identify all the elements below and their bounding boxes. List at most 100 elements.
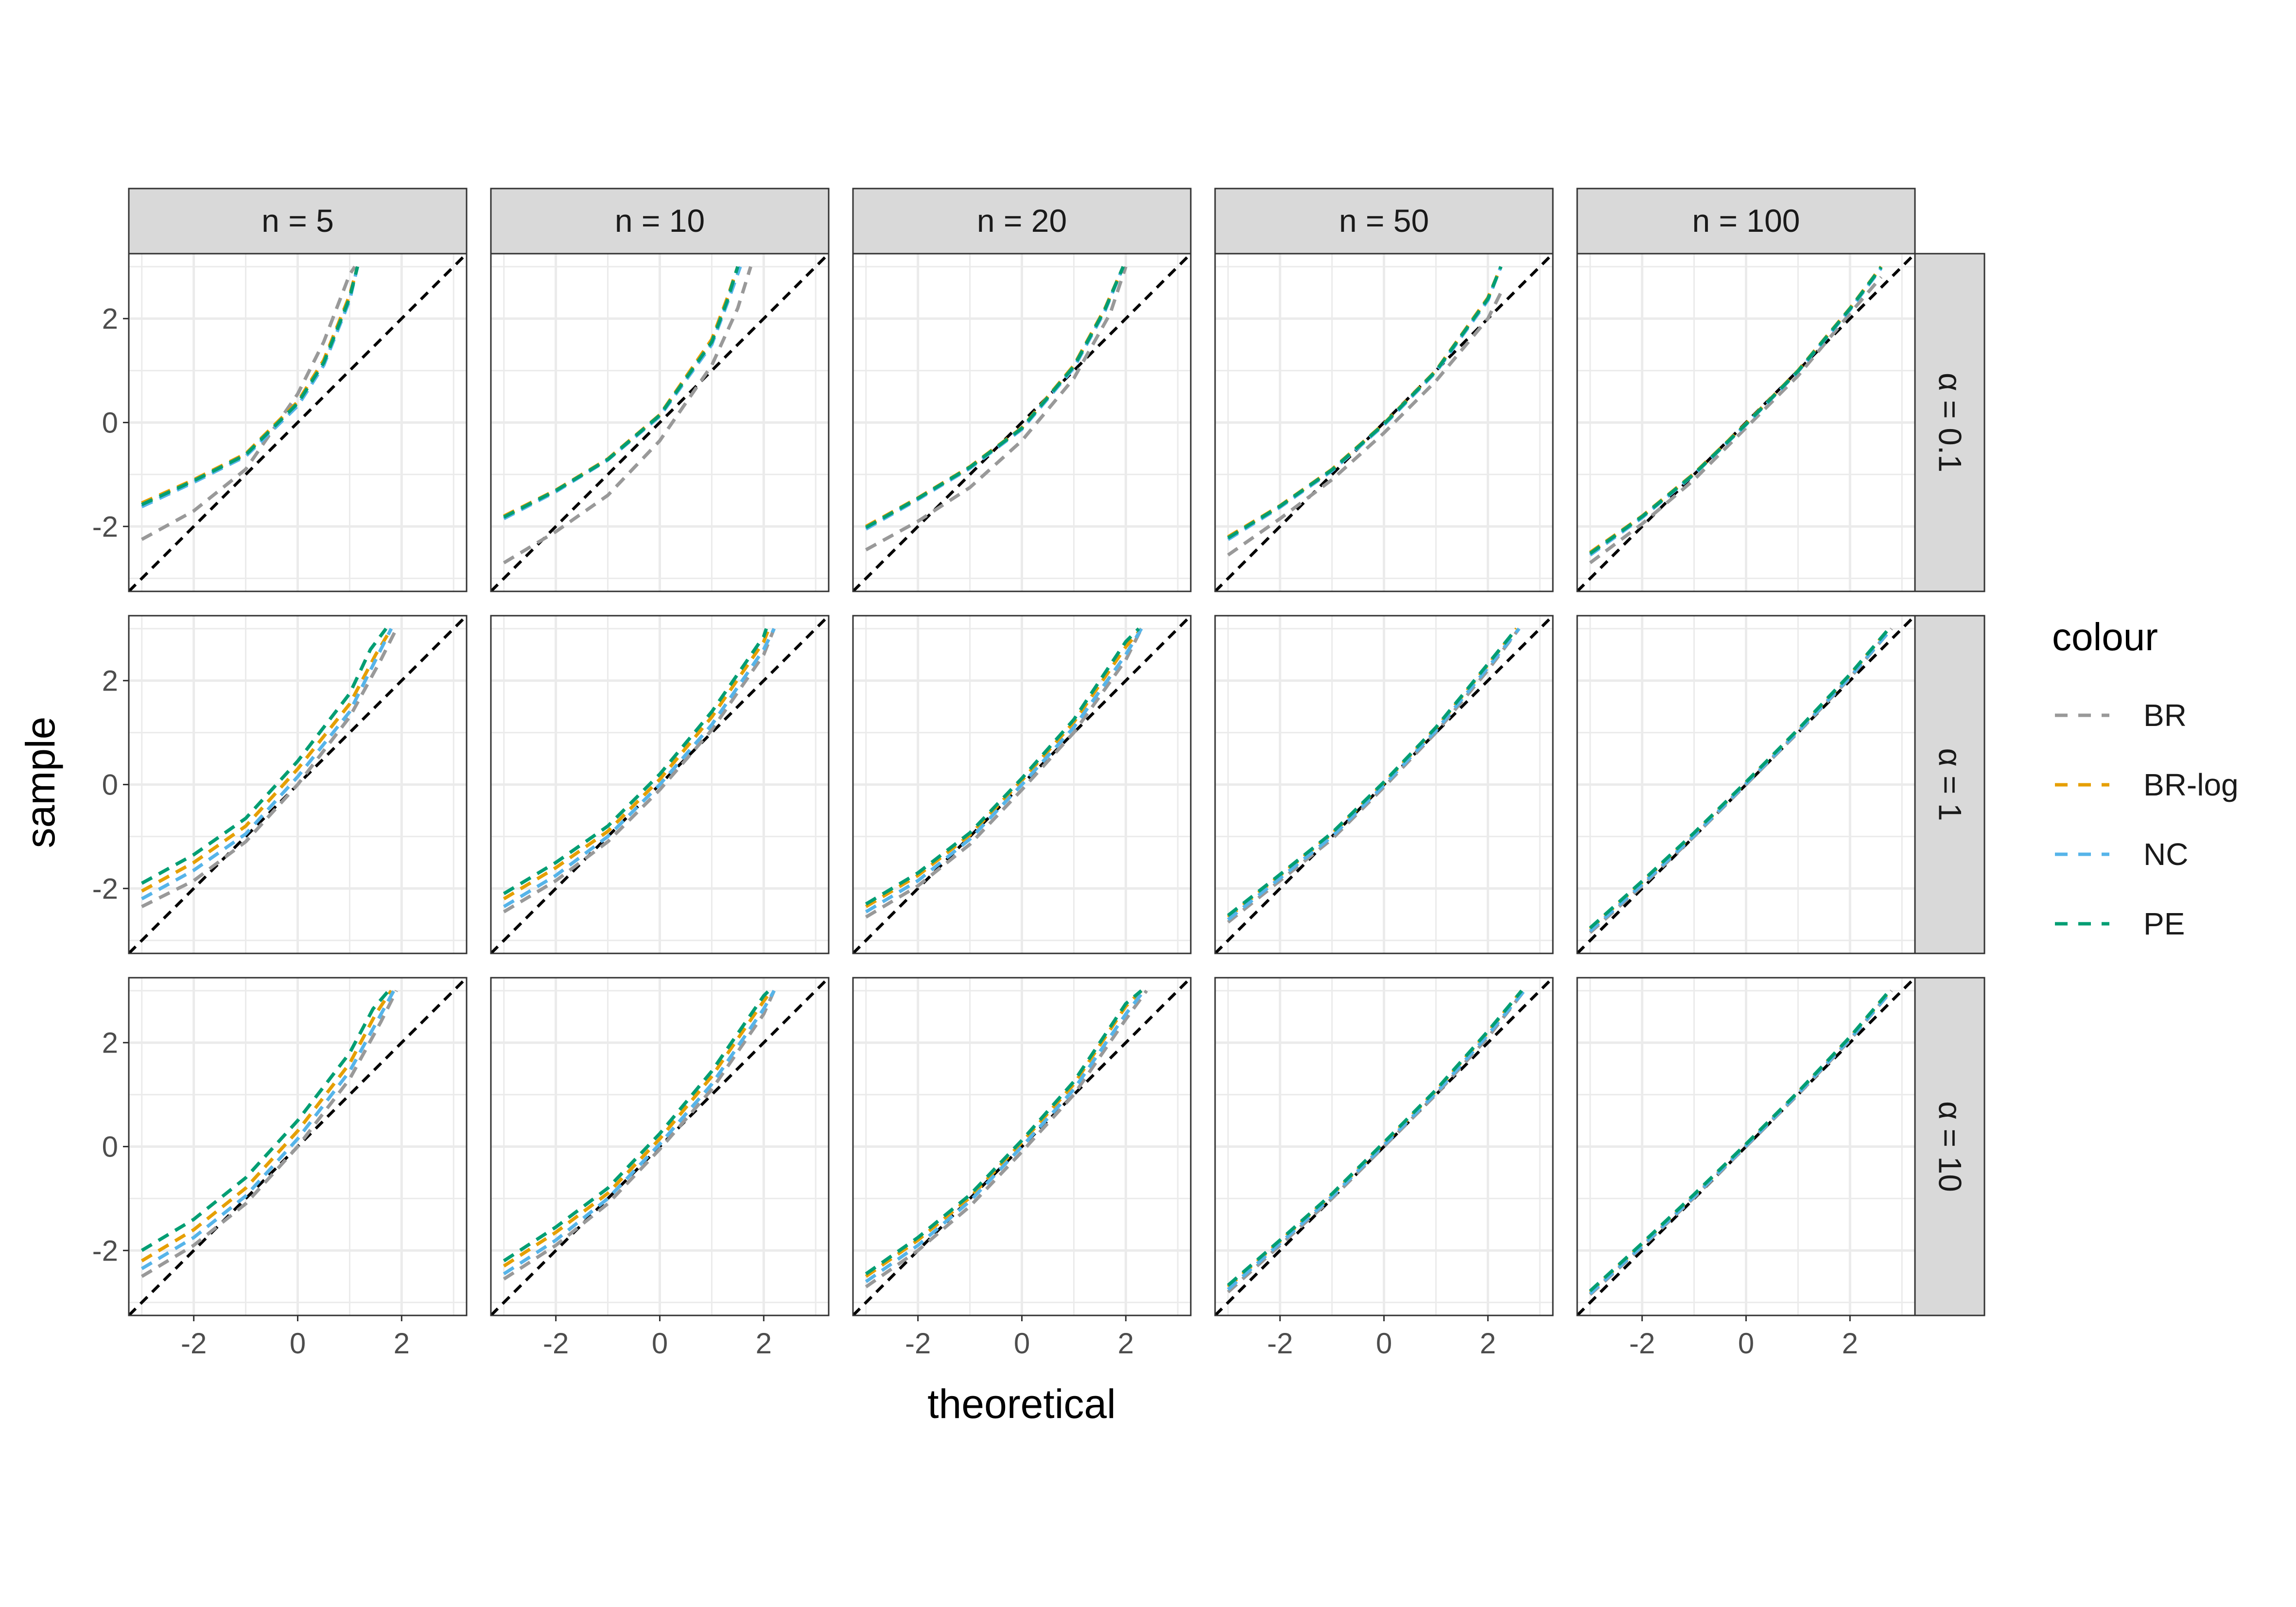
row-strip: α = 10 bbox=[1914, 977, 1985, 1316]
column-strip-label: n = 20 bbox=[977, 203, 1067, 239]
panel-plot-area bbox=[853, 254, 1191, 591]
legend-items: BR BR-log NC PE bbox=[2055, 698, 2239, 941]
column-strip: n = 10 bbox=[490, 188, 830, 255]
series-line-br bbox=[503, 990, 776, 1281]
y-tick-label: -2 bbox=[92, 1234, 118, 1267]
series-line-pe bbox=[1589, 989, 1891, 1293]
x-tick-label: 2 bbox=[1480, 1327, 1496, 1360]
series-line-br bbox=[503, 266, 752, 565]
legend-label: BR-log bbox=[2143, 767, 2239, 802]
series-line-pe bbox=[865, 627, 1140, 906]
x-tick-label: -2 bbox=[543, 1327, 569, 1360]
panel-grid bbox=[491, 254, 829, 591]
panel-grid bbox=[491, 978, 829, 1315]
reference-line bbox=[491, 254, 829, 591]
column-strip-label: n = 10 bbox=[615, 203, 705, 239]
panel-grid bbox=[129, 254, 467, 591]
x-tick-label: 2 bbox=[756, 1327, 772, 1360]
series-line-br-log bbox=[503, 989, 773, 1268]
column-strip: n = 50 bbox=[1214, 188, 1554, 255]
series-line-pe bbox=[503, 628, 768, 896]
series-line-pe bbox=[1589, 266, 1883, 555]
facet-panel: -2 0 2 bbox=[1214, 977, 1554, 1360]
row-strip-box bbox=[1914, 253, 1985, 592]
panel-border bbox=[490, 615, 830, 954]
x-tick-label: 2 bbox=[1118, 1327, 1134, 1360]
legend-label: NC bbox=[2143, 837, 2188, 872]
x-axis-title: theoretical bbox=[927, 1381, 1116, 1427]
series-line-pe bbox=[1589, 627, 1891, 930]
series-line-br bbox=[1227, 286, 1505, 557]
panel-grid bbox=[1215, 978, 1553, 1315]
x-tick-label: -2 bbox=[181, 1327, 207, 1360]
panel-plot-area bbox=[129, 616, 467, 953]
series-line-br-log bbox=[140, 989, 393, 1262]
series-line-pe bbox=[1227, 989, 1523, 1287]
panel-plot-area bbox=[1577, 254, 1915, 591]
panel-border bbox=[1214, 253, 1554, 592]
facet-panel: -2 0 2 bbox=[92, 253, 468, 592]
y-tick-label: 0 bbox=[102, 407, 118, 439]
panel-border bbox=[490, 253, 830, 592]
x-tick-label: 2 bbox=[1842, 1327, 1858, 1360]
legend-item: BR-log bbox=[2055, 767, 2239, 802]
panel-plot-area bbox=[853, 978, 1191, 1315]
x-tick-label: -2 bbox=[1267, 1327, 1293, 1360]
column-strip: n = 20 bbox=[852, 188, 1192, 255]
column-strip-box bbox=[490, 188, 830, 255]
series-line-br bbox=[865, 989, 1148, 1289]
y-tick-label: 0 bbox=[102, 769, 118, 801]
series-line-pe bbox=[503, 266, 740, 519]
facet-panel: -2 0 2 bbox=[1576, 977, 1916, 1360]
panel-grid bbox=[491, 616, 829, 953]
panel-border bbox=[1576, 253, 1916, 592]
series-line-nc bbox=[503, 989, 776, 1276]
facet-panel bbox=[852, 615, 1192, 954]
column-strip-label: n = 50 bbox=[1339, 203, 1429, 239]
row-strip-box bbox=[1914, 615, 1985, 954]
series-line-br bbox=[865, 628, 1143, 919]
panel-plot-area bbox=[1577, 616, 1915, 953]
legend-item: PE bbox=[2055, 906, 2185, 941]
facet-panel bbox=[1214, 615, 1554, 954]
series-line-pe bbox=[140, 989, 390, 1252]
series-line-nc bbox=[865, 627, 1143, 914]
panel-grid bbox=[129, 978, 467, 1315]
series-line-br-log bbox=[141, 627, 393, 893]
legend: colour BR BR-log NC PE bbox=[2052, 615, 2239, 941]
column-strip-box bbox=[128, 188, 468, 255]
facet-panel bbox=[1576, 615, 1916, 954]
panel-border bbox=[1576, 615, 1916, 954]
panel-plot-area bbox=[129, 978, 467, 1315]
series-line-br bbox=[503, 628, 776, 914]
series-line-pe bbox=[1227, 627, 1518, 917]
panel-plot-area bbox=[1215, 616, 1553, 953]
column-strip-label: n = 5 bbox=[261, 203, 334, 239]
y-tick-label: 2 bbox=[102, 1027, 118, 1059]
series-line-br bbox=[1227, 627, 1521, 924]
y-axis-title: sample bbox=[17, 717, 63, 848]
reference-line bbox=[853, 254, 1191, 591]
y-tick-label: 2 bbox=[102, 303, 118, 335]
y-tick-label: 0 bbox=[102, 1131, 118, 1163]
legend-label: PE bbox=[2143, 906, 2185, 941]
panel-border bbox=[1214, 615, 1554, 954]
column-strip-box bbox=[852, 188, 1192, 255]
x-tick-label: -2 bbox=[1629, 1327, 1655, 1360]
row-strip-label: α = 0.1 bbox=[1932, 373, 1968, 472]
row-strip: α = 1 bbox=[1914, 615, 1985, 954]
facet-panel bbox=[490, 615, 830, 954]
x-tick-label: 0 bbox=[1738, 1327, 1754, 1360]
facet-panel: -2 0 2 bbox=[490, 977, 830, 1360]
facet-panel: -2 0 2 -2 0 2 bbox=[92, 977, 468, 1360]
column-strip: n = 5 bbox=[128, 188, 468, 255]
facet-panel bbox=[852, 253, 1192, 592]
panel-grid bbox=[1215, 616, 1553, 953]
facet-panel bbox=[490, 253, 830, 592]
series-line-pe bbox=[141, 627, 388, 885]
series-line-nc bbox=[503, 628, 776, 908]
series-line-br bbox=[865, 266, 1128, 552]
x-tick-label: 0 bbox=[290, 1327, 306, 1360]
series-line-nc bbox=[1589, 627, 1893, 933]
